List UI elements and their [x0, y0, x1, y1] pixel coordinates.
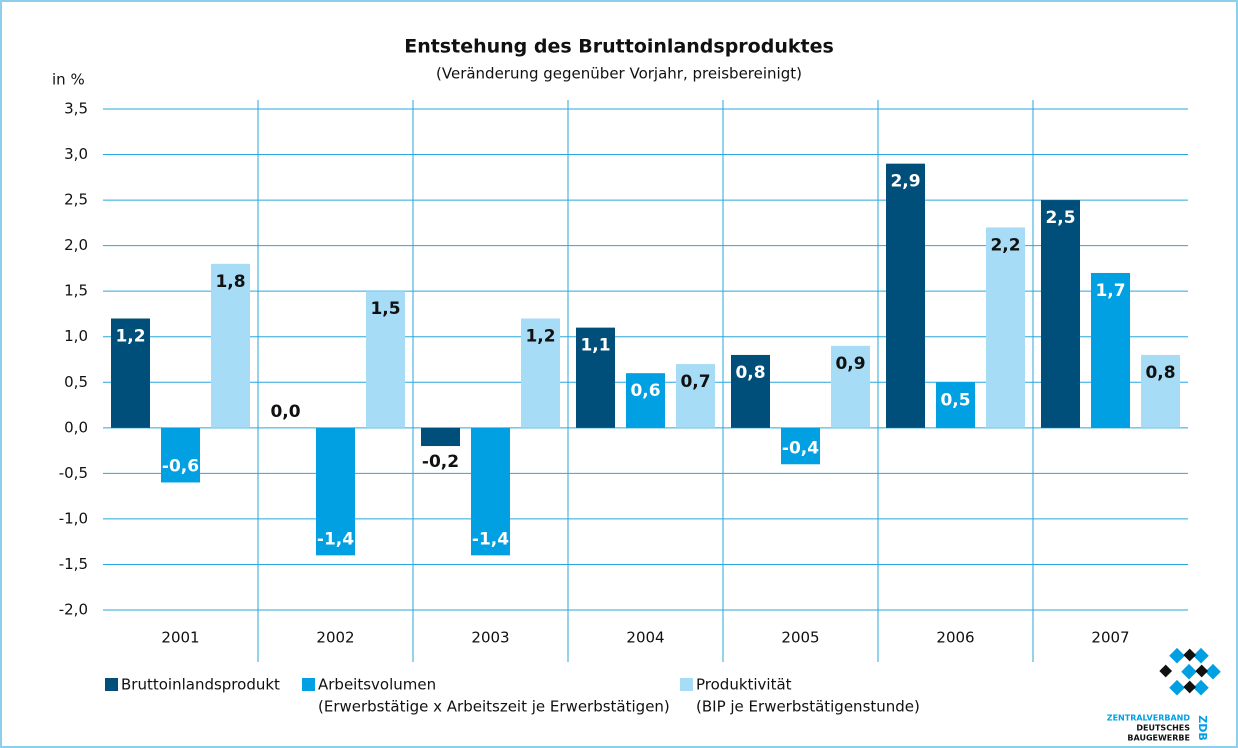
y-tick-label: 1,0 [64, 327, 88, 345]
bar [676, 364, 715, 428]
value-label: -1,4 [317, 529, 354, 549]
bar [936, 382, 975, 428]
value-label: 0,7 [680, 372, 710, 392]
bar [731, 354, 770, 428]
logo-short: ZDB [1196, 715, 1209, 741]
y-tick-label: 1,5 [64, 282, 88, 300]
bar [986, 227, 1025, 428]
y-tick-label: 3,0 [64, 145, 88, 163]
value-label: 2,9 [890, 172, 920, 192]
value-label: 1,7 [1095, 281, 1125, 301]
logo-icon [1169, 647, 1221, 696]
value-label: 1,1 [580, 336, 610, 356]
bar [1141, 354, 1180, 428]
logo-text: ZENTRALVERBAND [1107, 714, 1191, 723]
bar [421, 427, 460, 447]
y-tick-label: 2,5 [64, 191, 88, 209]
bar [111, 318, 150, 428]
bar [781, 427, 820, 465]
chart-subtitle: (Veränderung gegenüber Vorjahr, preisber… [436, 65, 802, 83]
legend-swatch [680, 678, 693, 691]
y-tick-label: 0,5 [64, 373, 88, 391]
x-tick-label: 2003 [471, 629, 509, 647]
value-label: 2,5 [1045, 208, 1075, 228]
value-label: -1,4 [472, 529, 509, 549]
value-label: 1,8 [215, 272, 245, 292]
bar [1091, 272, 1130, 428]
x-tick-label: 2004 [626, 629, 664, 647]
x-tick-label: 2007 [1091, 629, 1129, 647]
value-label: 1,5 [370, 299, 400, 319]
bar [626, 373, 665, 428]
y-tick-label: -1,5 [59, 555, 88, 573]
legend-label: Bruttoinlandsprodukt [121, 676, 280, 694]
chart-title: Entstehung des Bruttoinlandsproduktes [404, 36, 834, 58]
value-label: 1,2 [525, 327, 555, 347]
bar [831, 345, 870, 428]
y-tick-label: 2,0 [64, 236, 88, 254]
legend-description: (Erwerbstätige x Arbeitszeit je Erwerbst… [318, 698, 670, 716]
bar [366, 291, 405, 428]
value-label: 0,8 [1145, 363, 1175, 383]
value-label: 1,2 [115, 327, 145, 347]
bar [576, 327, 615, 428]
x-tick-label: 2002 [316, 629, 354, 647]
logo-text: BAUGEWERBE [1127, 734, 1190, 743]
y-tick-label: 3,5 [64, 100, 88, 118]
bar [521, 318, 560, 428]
value-label: 2,2 [990, 235, 1020, 255]
bar [316, 427, 355, 556]
value-label: 0,0 [270, 402, 300, 422]
bar [471, 427, 510, 556]
logo: ZENTRALVERBAND DEUTSCHES BAUGEWERBE ZDB [1107, 647, 1221, 743]
bar [886, 163, 925, 428]
value-label: 0,9 [835, 354, 865, 374]
value-label: -0,6 [162, 456, 199, 476]
y-tick-label: -2,0 [59, 601, 88, 619]
value-label: 0,8 [735, 363, 765, 383]
value-label: -0,2 [422, 452, 459, 472]
y-tick-label: -1,0 [59, 509, 88, 527]
legend-label: Arbeitsvolumen [318, 676, 436, 694]
x-tick-label: 2006 [936, 629, 974, 647]
logo-text: DEUTSCHES [1136, 724, 1190, 733]
legend-swatch [302, 678, 315, 691]
value-label: -0,4 [782, 438, 819, 458]
bar [211, 263, 250, 428]
y-tick-label: 0,0 [64, 418, 88, 436]
legend-description: (BIP je Erwerbstätigenstunde) [696, 698, 920, 716]
legend-swatch [105, 678, 118, 691]
y-axis-label: in % [52, 71, 85, 89]
legend-label: Produktivität [696, 676, 792, 694]
x-tick-label: 2005 [781, 629, 819, 647]
bar [161, 427, 200, 483]
x-tick-label: 2001 [161, 629, 199, 647]
value-label: 0,6 [630, 381, 660, 401]
y-tick-label: -0,5 [59, 464, 88, 482]
value-label: 0,5 [940, 390, 970, 410]
bar [1041, 200, 1080, 428]
